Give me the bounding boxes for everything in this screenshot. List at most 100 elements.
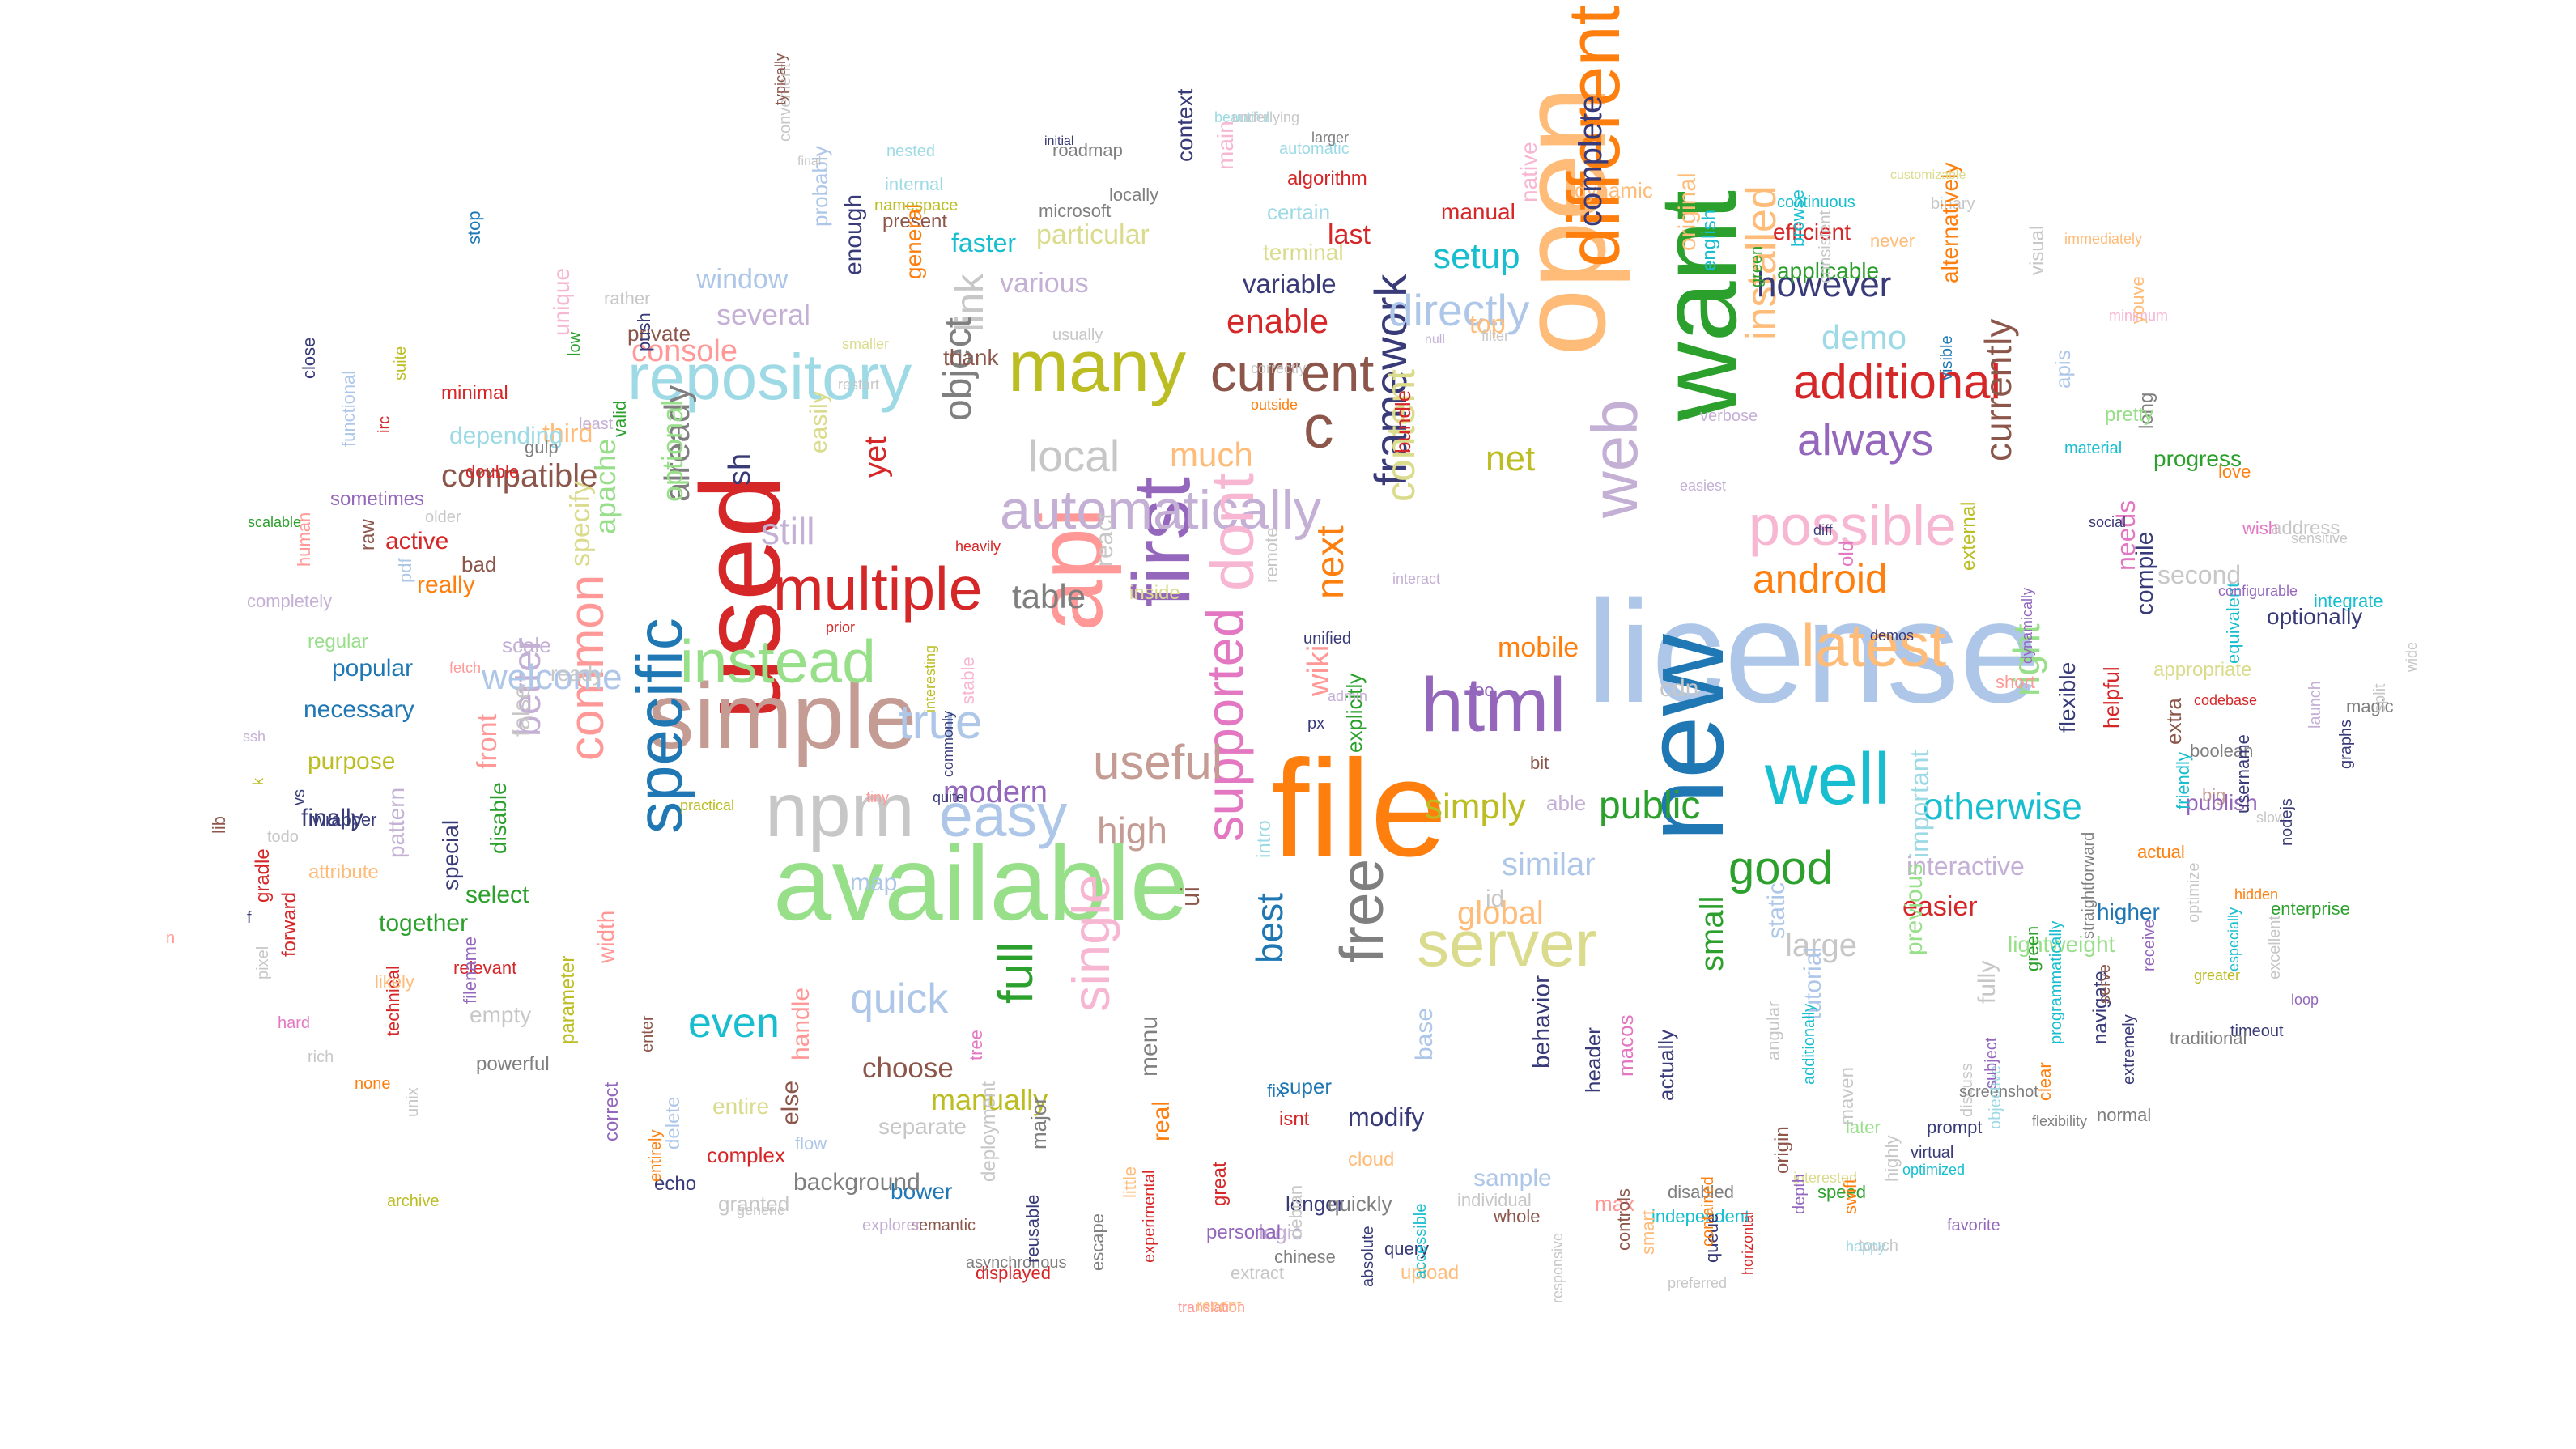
word-lib: lib <box>209 815 229 834</box>
word-much: much <box>1170 436 1253 474</box>
word-depending: depending <box>449 423 563 449</box>
word-older: older <box>425 508 461 526</box>
word-address: address <box>2271 516 2340 539</box>
word-explorer: explorer <box>862 1217 921 1234</box>
word-purpose: purpose <box>308 748 396 775</box>
word-nodejs: nodejs <box>2278 798 2296 846</box>
word-id: id <box>1486 886 1505 912</box>
word-setup: setup <box>1433 236 1520 276</box>
word-certain: certain <box>1267 200 1331 225</box>
word-ssh: ssh <box>243 728 266 745</box>
word-k: k <box>250 778 266 785</box>
word-speed: speed <box>1817 1182 1866 1203</box>
word-optimized: optimized <box>1902 1161 1966 1178</box>
word-window: window <box>696 263 789 295</box>
word-semantic: semantic <box>911 1217 976 1234</box>
word-minimum: minimum <box>2109 307 2169 324</box>
word-bit: bit <box>1530 753 1549 774</box>
word-horizontal: horizontal <box>1740 1211 1756 1275</box>
word-deployment: deployment <box>978 1081 1000 1182</box>
word-configurable: configurable <box>2218 582 2298 599</box>
word-asynchronous: asynchronous <box>966 1254 1067 1272</box>
word-f: f <box>247 909 252 927</box>
word-love: love <box>2218 461 2251 482</box>
word-main: main <box>1213 121 1238 170</box>
word-interact: interact <box>1392 570 1441 587</box>
word-granted: granted <box>718 1192 790 1217</box>
word-browse: browse <box>1787 189 1808 247</box>
word-enough: enough <box>840 193 867 275</box>
word-disabled: disabled <box>1668 1182 1734 1203</box>
word-behavior: behavior <box>1528 975 1555 1069</box>
word-subject: subject <box>1983 1037 2000 1089</box>
word-true: true <box>899 695 983 749</box>
word-variable: variable <box>1243 268 1337 299</box>
word-handle: handle <box>788 987 814 1060</box>
word-separate: separate <box>878 1113 967 1139</box>
word-optimize: optimize <box>2185 862 2203 923</box>
word-console: console <box>631 334 738 368</box>
word-actually: actually <box>1654 1029 1678 1101</box>
word-interactive: interactive <box>1906 852 2025 882</box>
word-completely: completely <box>247 591 333 612</box>
word-translation: translation <box>1178 1298 1246 1315</box>
word-echo: echo <box>654 1172 697 1195</box>
word-full: full <box>988 941 1043 1004</box>
word-big: big <box>2202 785 2226 806</box>
word-quickly: quickly <box>1328 1192 1392 1217</box>
word-mobile: mobile <box>1498 631 1579 663</box>
word-whole: whole <box>1494 1206 1541 1227</box>
word-interested: interested <box>1793 1169 1858 1186</box>
word-quite: quite <box>933 788 965 805</box>
word-scalable: scalable <box>248 513 302 530</box>
word-short: short <box>1996 672 2035 693</box>
word-flexible: flexible <box>2055 661 2080 733</box>
word-magic: magic <box>2346 696 2394 717</box>
word-useful: useful <box>1093 735 1223 789</box>
word-algorithm: algorithm <box>1287 167 1367 189</box>
word-automatically: automatically <box>1000 478 1321 541</box>
word-origin: origin <box>1771 1126 1793 1174</box>
word-suite: suite <box>392 346 410 380</box>
word-longer: longer <box>1286 1192 1345 1217</box>
word-escape: escape <box>1087 1213 1107 1271</box>
word-valid: valid <box>610 400 630 437</box>
word-enter: enter <box>639 1015 657 1052</box>
word-additional: additional <box>1793 355 2001 409</box>
word-apis: apis <box>2051 350 2075 389</box>
word-raw: raw <box>357 519 379 550</box>
word-macos: macos <box>1613 1014 1638 1077</box>
word-regular: regular <box>308 630 368 652</box>
word-px: px <box>1307 715 1325 733</box>
word-responsive: responsive <box>1549 1232 1566 1303</box>
word-still: still <box>761 510 815 553</box>
word-scale: scale <box>502 633 551 658</box>
word-accessible: accessible <box>1412 1203 1430 1279</box>
word-choose: choose <box>862 1052 954 1084</box>
word-welcome: welcome <box>482 657 623 697</box>
word-pixel: pixel <box>254 945 272 979</box>
word-lightweight: lightweight <box>2008 931 2115 957</box>
word-roadmap: roadmap <box>1052 140 1123 161</box>
word-static: static <box>1763 882 1790 939</box>
word-fully: fully <box>1974 960 2000 1004</box>
word-native: native <box>1516 142 1541 202</box>
word-bad: bad <box>461 552 497 577</box>
word-several: several <box>716 298 811 332</box>
word-underlying: underlying <box>1232 108 1300 125</box>
word-extremely: extremely <box>2120 1014 2138 1085</box>
word-especially: especially <box>2225 907 2242 971</box>
word-rich: rich <box>308 1048 334 1066</box>
word-none: none <box>355 1075 391 1093</box>
word-second: second <box>2157 560 2242 590</box>
word-later: later <box>1846 1117 1881 1138</box>
word-personal: personal <box>1206 1221 1282 1243</box>
word-chinese: chinese <box>1274 1247 1336 1268</box>
word-complex: complex <box>707 1143 785 1168</box>
word-complete: complete <box>1573 95 1609 227</box>
word-codebase: codebase <box>2194 691 2258 708</box>
word-latest: latest <box>1801 611 1947 679</box>
word-modern: modern <box>943 775 1048 809</box>
word-old: old <box>1836 540 1858 567</box>
